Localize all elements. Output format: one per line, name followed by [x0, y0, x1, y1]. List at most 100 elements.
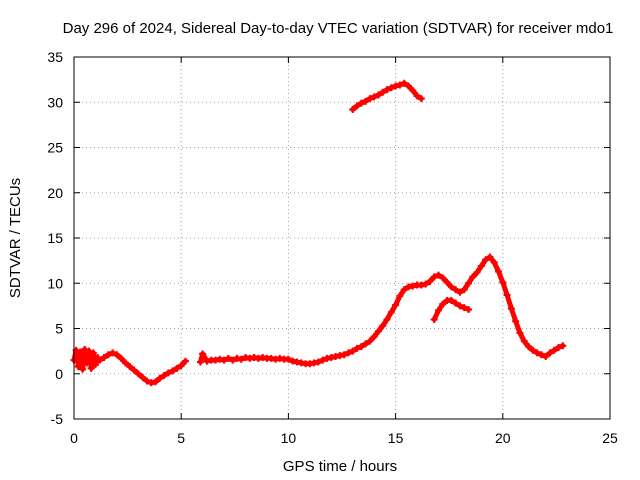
data-point	[490, 258, 498, 266]
y-axis-label: SDTVAR / TECUs	[7, 178, 24, 298]
data-point	[87, 364, 95, 372]
data-point	[284, 355, 292, 363]
data-point	[430, 315, 438, 323]
data-point	[357, 99, 365, 107]
data-point	[452, 299, 460, 307]
data-point	[85, 347, 93, 355]
data-point	[113, 351, 121, 359]
data-point	[456, 288, 464, 296]
y-tick-label: 30	[47, 94, 63, 110]
data-point	[362, 340, 370, 348]
data-point	[139, 373, 147, 381]
data-point	[477, 262, 485, 270]
data-point	[100, 353, 108, 361]
data-point	[469, 273, 477, 281]
data-point	[366, 95, 374, 103]
data-point	[512, 317, 520, 325]
data-point	[79, 365, 87, 373]
data-point	[81, 345, 89, 353]
data-point	[126, 363, 134, 371]
data-point	[362, 97, 370, 105]
data-point	[89, 349, 97, 357]
y-tick-label: 20	[47, 185, 63, 201]
data-point	[396, 81, 404, 89]
y-tick-label: 5	[55, 321, 63, 337]
data-point	[156, 374, 164, 382]
data-point	[409, 86, 417, 94]
data-point	[74, 363, 82, 371]
data-point	[117, 354, 125, 362]
data-point	[396, 292, 404, 300]
y-tick-label: 0	[55, 366, 63, 382]
data-point	[426, 277, 434, 285]
data-point	[91, 361, 99, 369]
data-point	[196, 358, 204, 366]
data-point	[430, 273, 438, 281]
data-point	[76, 348, 84, 356]
data-point	[473, 268, 481, 276]
data-point	[374, 91, 382, 99]
data-point	[349, 105, 357, 113]
data-point	[319, 356, 327, 364]
data-point	[134, 370, 142, 378]
y-tick-label: 25	[47, 140, 63, 156]
data-point	[349, 347, 357, 355]
data-point	[447, 283, 455, 291]
x-axis-label: GPS time / hours	[283, 458, 397, 475]
data-point	[340, 351, 348, 359]
data-point	[507, 305, 515, 313]
y-tick-label: 10	[47, 275, 63, 291]
x-tick-label: 0	[70, 430, 78, 446]
series-line	[198, 254, 566, 367]
data-point	[503, 291, 511, 299]
data-point	[370, 333, 378, 341]
data-point	[164, 369, 172, 377]
data-point	[121, 359, 129, 367]
x-tick-label: 10	[281, 430, 297, 446]
data-point	[537, 351, 545, 359]
data-point	[404, 82, 412, 90]
data-point	[374, 327, 382, 335]
data-point	[400, 79, 408, 87]
data-point	[181, 357, 189, 365]
data-point	[379, 88, 387, 96]
data-point	[387, 308, 395, 316]
data-point	[160, 372, 168, 380]
data-point	[314, 358, 322, 366]
data-point	[417, 95, 425, 103]
x-tick-label: 5	[177, 430, 185, 446]
data-point	[464, 279, 472, 287]
data-point	[143, 377, 151, 385]
data-point	[559, 342, 567, 350]
data-point	[546, 349, 554, 357]
data-point	[83, 359, 91, 367]
data-point	[392, 301, 400, 309]
data-point	[353, 102, 361, 110]
data-point	[422, 280, 430, 288]
data-point	[96, 356, 104, 364]
data-point	[529, 346, 537, 354]
x-tick-label: 20	[495, 430, 511, 446]
data-point	[177, 362, 185, 370]
data-point	[447, 296, 455, 304]
x-tick-label: 15	[388, 430, 404, 446]
data-point	[525, 343, 533, 351]
data-point	[533, 349, 541, 357]
data-point	[370, 93, 378, 101]
data-point	[452, 286, 460, 294]
data-point	[366, 337, 374, 345]
data-point	[413, 92, 421, 100]
data-point	[383, 86, 391, 94]
data-point	[542, 353, 550, 361]
y-tick-label: 15	[47, 230, 63, 246]
data-point	[104, 351, 112, 359]
data-point	[224, 354, 232, 362]
data-point	[357, 343, 365, 351]
data-point	[400, 286, 408, 294]
data-point	[499, 278, 507, 286]
data-point	[555, 344, 563, 352]
data-point	[460, 286, 468, 294]
axis-ticks: 0 5 10 15 20 25 -5 0 5 10 15 20 25 30 35	[47, 49, 618, 446]
data-point	[199, 350, 207, 358]
data-point	[353, 344, 361, 352]
